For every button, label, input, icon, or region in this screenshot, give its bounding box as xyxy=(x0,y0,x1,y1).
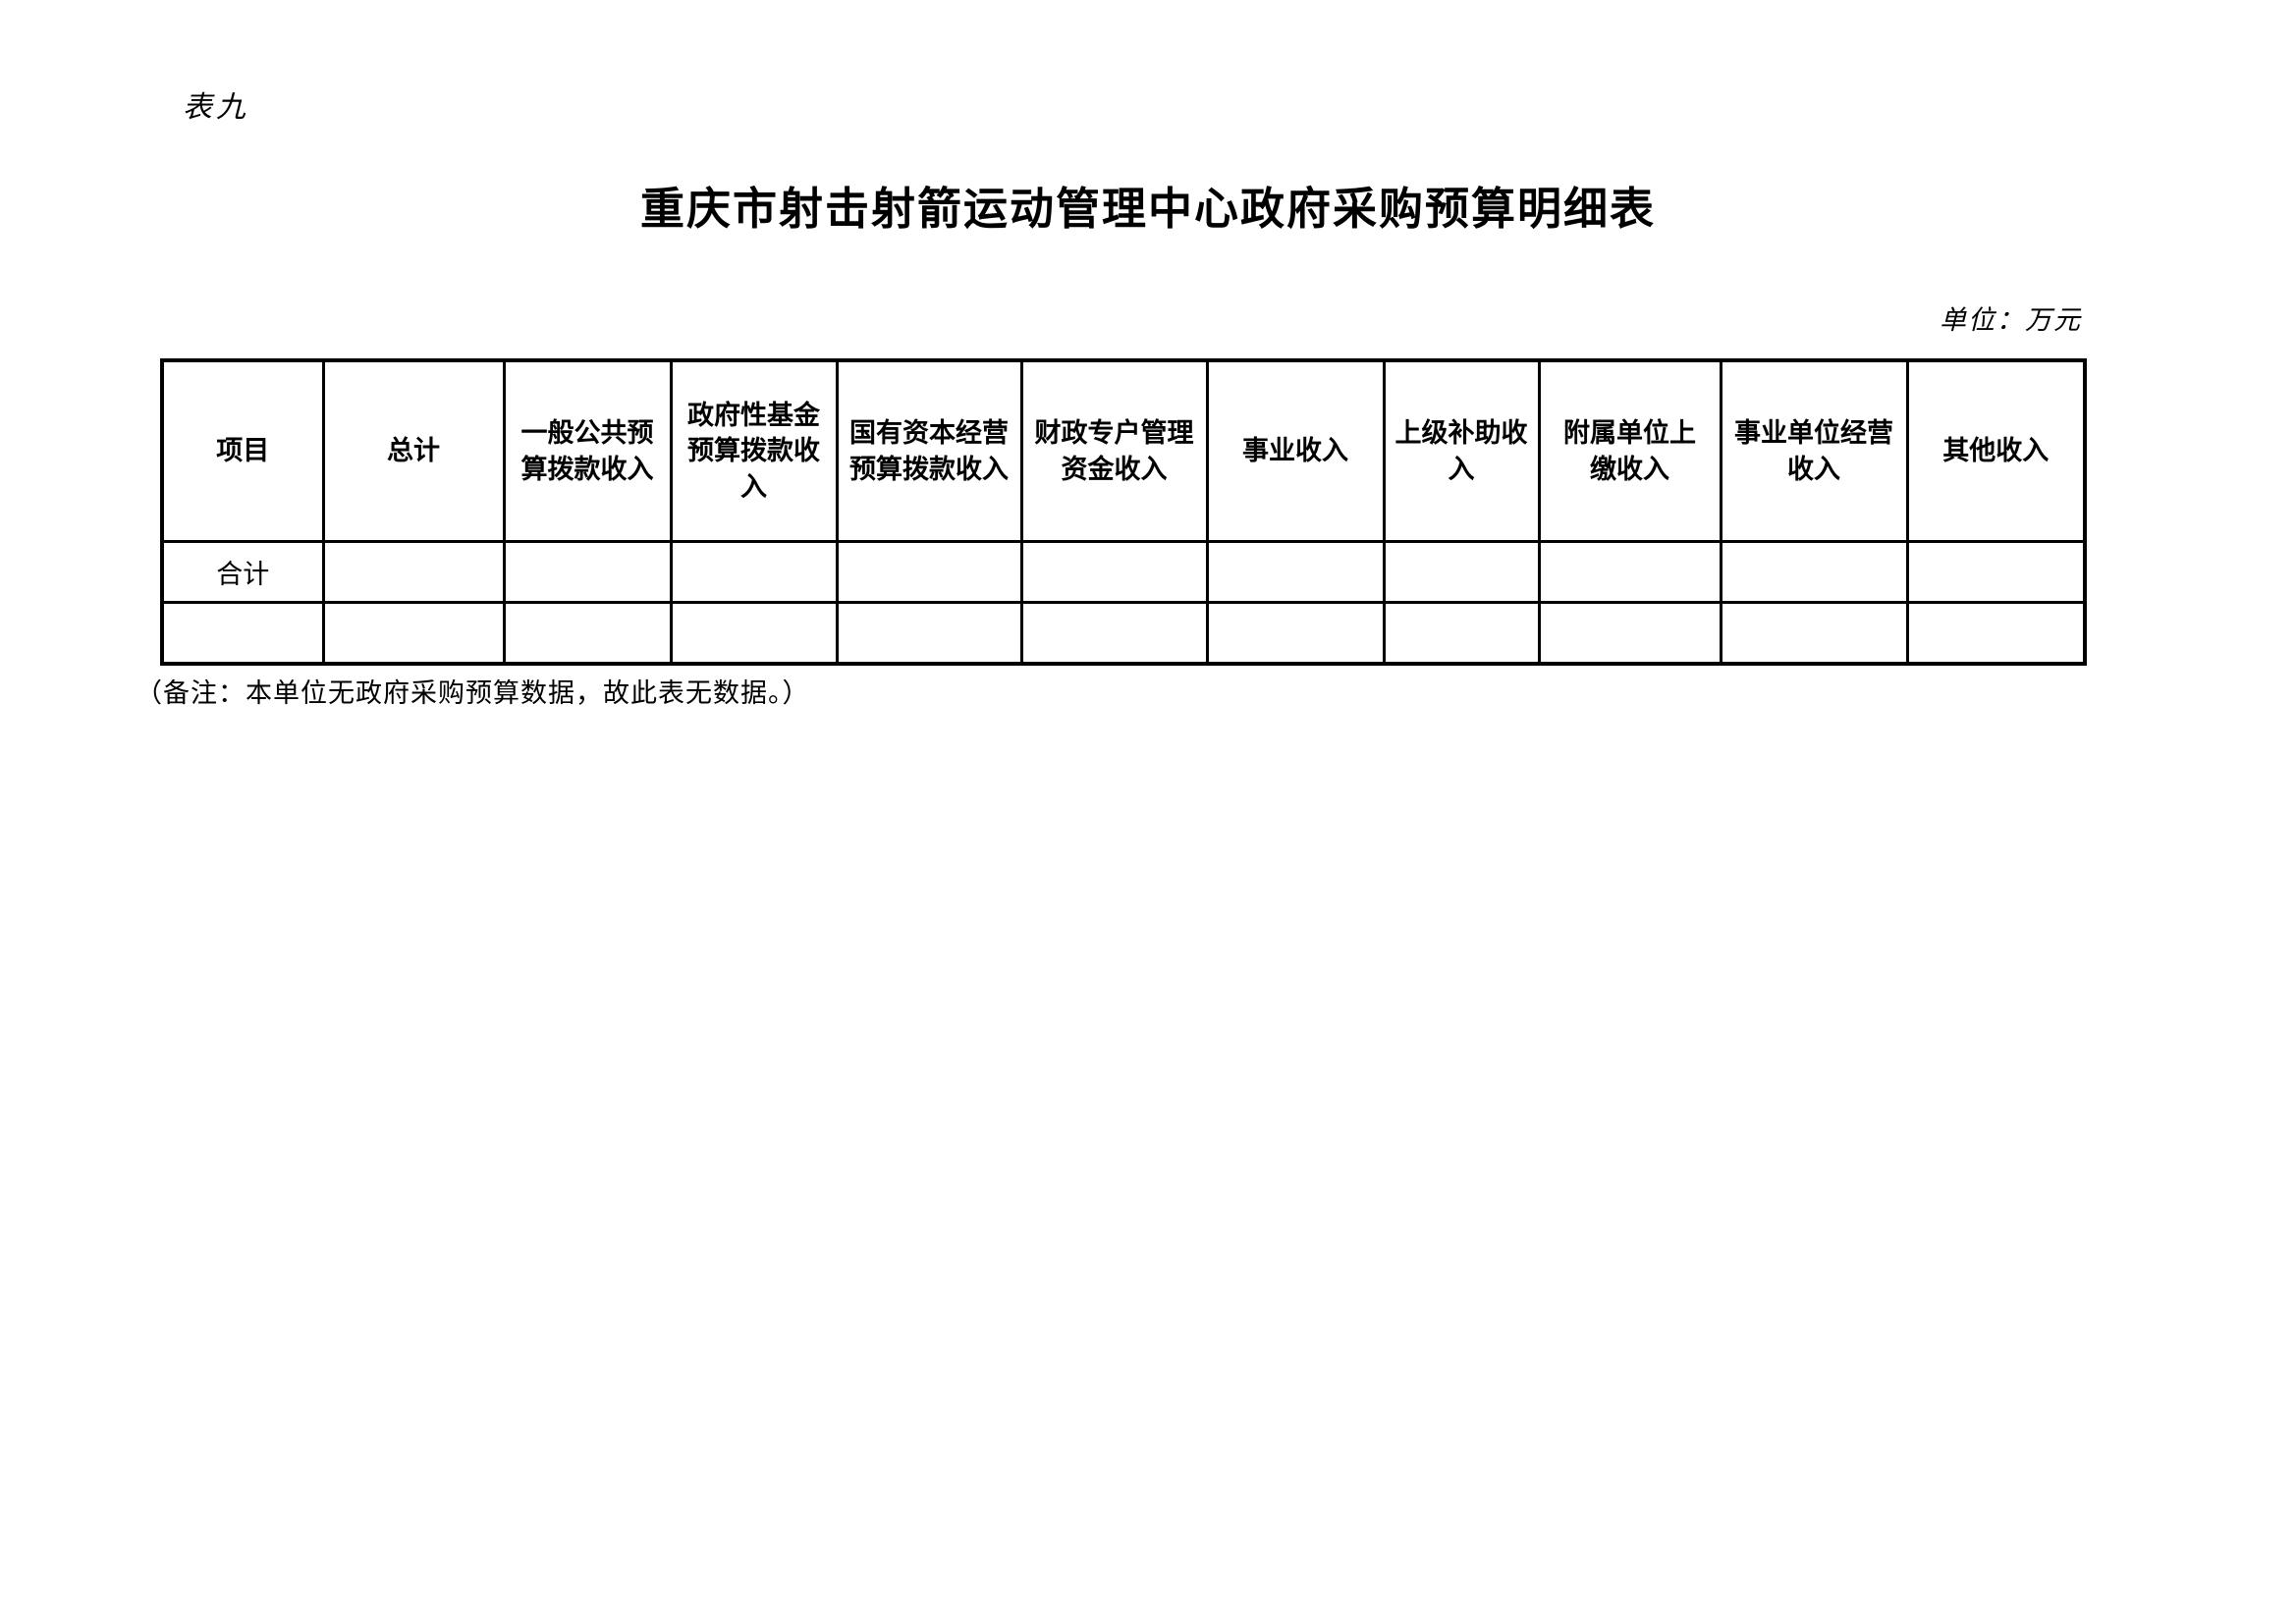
table-cell xyxy=(502,540,673,604)
table-cell xyxy=(321,540,506,604)
table-cell xyxy=(502,601,673,666)
footnote: （备注：本单位无政府采购预算数据，故此表无数据。） xyxy=(136,678,810,708)
column-header-superior-subsidy: 上级补助收 入 xyxy=(1382,358,1541,543)
table-row-total: 合计 xyxy=(160,540,2087,604)
column-header-institution-income: 事业收入 xyxy=(1205,358,1386,543)
column-header-other-income: 其他收入 xyxy=(1905,358,2087,543)
table-cell xyxy=(1905,540,2087,604)
row-label xyxy=(160,601,325,666)
header-row: 项目 总计 一般公共预 算拨款收入 政府性基金 预算拨款收 入 国有资本经营 预… xyxy=(160,358,2087,543)
column-header-item: 项目 xyxy=(160,358,325,543)
table-cell xyxy=(1719,540,1909,604)
table-cell xyxy=(1205,540,1386,604)
table-cell xyxy=(1719,601,1909,666)
table-cell xyxy=(1537,540,1722,604)
table-cell xyxy=(835,540,1023,604)
column-header-subordinate-unit-payment: 附属单位上 缴收入 xyxy=(1537,358,1722,543)
column-header-institution-operating-income: 事业单位经营 收入 xyxy=(1719,358,1909,543)
column-header-fiscal-special-account: 财政专户管理 资金收入 xyxy=(1019,358,1209,543)
table-row-blank xyxy=(160,601,2087,666)
table-number-label: 表九 xyxy=(183,91,249,124)
table-cell xyxy=(835,601,1023,666)
table-cell xyxy=(321,601,506,666)
table-cell xyxy=(1205,601,1386,666)
table-cell xyxy=(1905,601,2087,666)
page-title: 重庆市射击射箭运动管理中心政府采购预算明细表 xyxy=(639,185,1656,234)
table-cell xyxy=(1019,540,1209,604)
table-cell xyxy=(669,601,839,666)
table-cell xyxy=(669,540,839,604)
column-header-total: 总计 xyxy=(321,358,506,543)
table-cell xyxy=(1382,601,1541,666)
column-header-government-fund-budget: 政府性基金 预算拨款收 入 xyxy=(669,358,839,543)
table-cell xyxy=(1382,540,1541,604)
unit-label: 单位：万元 xyxy=(1940,305,2082,335)
column-header-general-public-budget: 一般公共预 算拨款收入 xyxy=(502,358,673,543)
table-cell xyxy=(1537,601,1722,666)
row-label: 合计 xyxy=(160,540,325,604)
table-cell xyxy=(1019,601,1209,666)
column-header-state-capital-budget: 国有资本经营 预算拨款收入 xyxy=(835,358,1023,543)
budget-table: 项目 总计 一般公共预 算拨款收入 政府性基金 预算拨款收 入 国有资本经营 预… xyxy=(160,358,2087,666)
